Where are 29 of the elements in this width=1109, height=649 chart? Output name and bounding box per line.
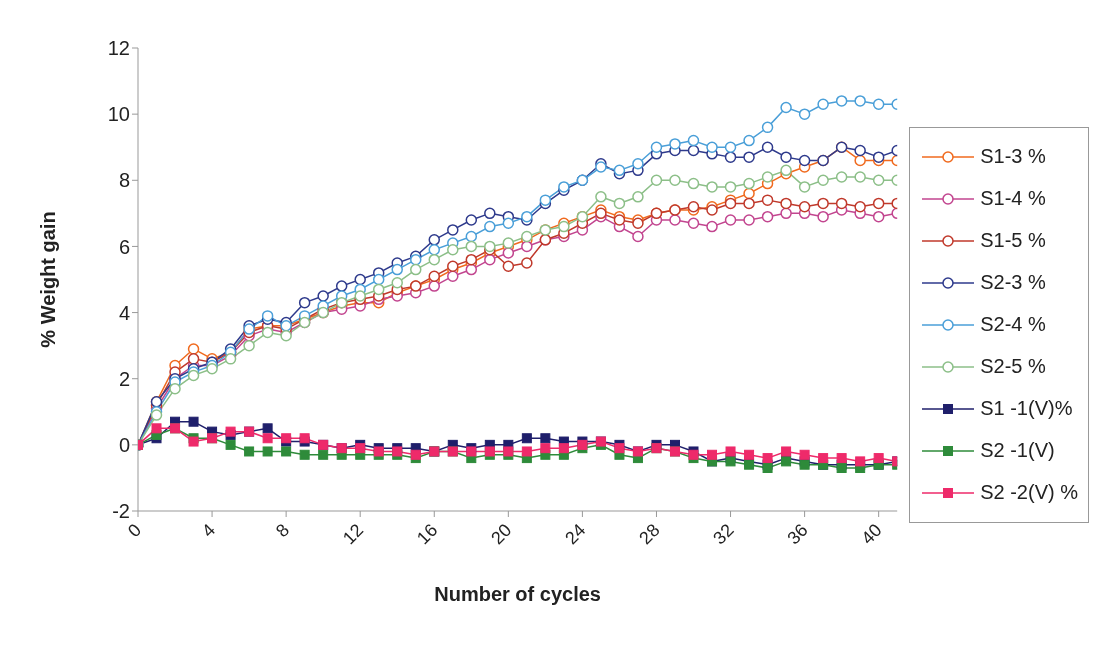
x-tick-label: 40	[857, 519, 886, 549]
x-tick-label: 16	[413, 519, 442, 549]
x-tick-label: 32	[709, 519, 738, 549]
legend-label: S1 -1(V)%	[980, 397, 1073, 420]
y-tick-label: 2	[118, 367, 130, 390]
x-tick-label: 28	[635, 519, 664, 549]
legend-label: S1-3 %	[980, 145, 1046, 168]
legend-label: S2-4 %	[980, 313, 1046, 336]
legend-label: S1-4 %	[980, 187, 1046, 210]
y-tick-label: 0	[118, 433, 130, 456]
x-tick-label: 24	[561, 519, 590, 549]
x-tick-label: 8	[271, 519, 294, 542]
y-tick-label: 12	[107, 37, 130, 60]
y-tick-label: 6	[118, 235, 130, 258]
x-tick-label: 4	[197, 519, 220, 542]
y-tick-label: 10	[107, 103, 130, 126]
legend-label: S2-3 %	[980, 271, 1046, 294]
legend-label: S1-5 %	[980, 229, 1046, 252]
x-tick-label: 12	[338, 519, 368, 549]
y-axis-title: % Weight gain	[37, 211, 60, 348]
legend-label: S2 -1(V)	[980, 439, 1055, 462]
x-axis-title: Number of cycles	[434, 583, 601, 605]
y-tick-label: 4	[118, 301, 130, 324]
legend-label: S2-5 %	[980, 355, 1046, 378]
legend-label: S2 -2(V) %	[980, 481, 1078, 504]
x-tick-label: 20	[487, 519, 516, 549]
x-tick-label: 36	[783, 519, 812, 549]
y-tick-label: -2	[112, 500, 130, 523]
y-tick-label: 8	[118, 169, 130, 192]
